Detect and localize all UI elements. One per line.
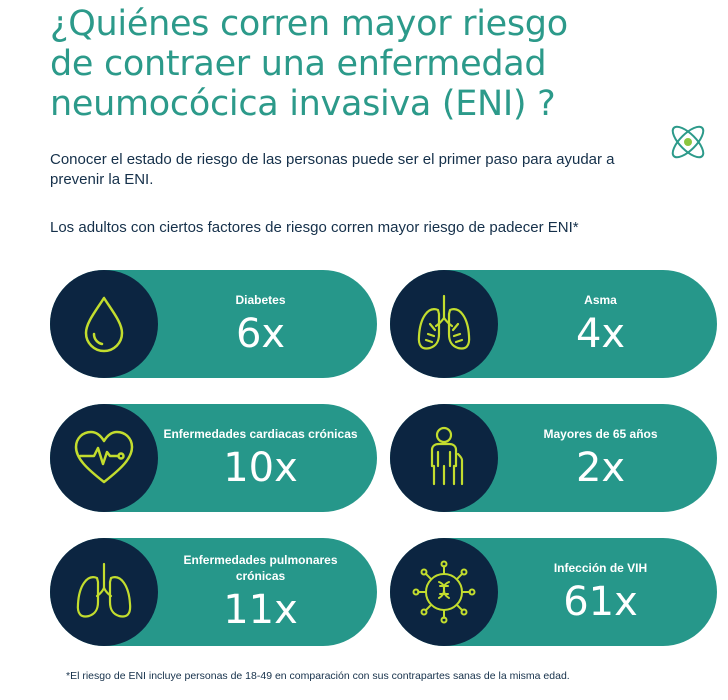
risk-multiplier: 10x xyxy=(223,445,298,491)
risk-card-pulmonary: Enfermedades pulmonares crónicas 11x xyxy=(50,538,377,646)
elderly-person-icon xyxy=(430,426,464,486)
risk-card-diabetes: Diabetes 6x xyxy=(50,270,377,378)
icon-circle xyxy=(50,270,158,378)
risk-card-vih: Infección de VIH 61x xyxy=(390,538,717,646)
icon-circle xyxy=(390,538,498,646)
lungs-icon xyxy=(417,294,471,350)
risk-factor-label: Enfermedades cardiacas crónicas xyxy=(163,427,358,441)
intro-text: Conocer el estado de riesgo de las perso… xyxy=(50,151,615,188)
risk-factor-label: Infección de VIH xyxy=(553,561,648,575)
icon-circle xyxy=(390,404,498,512)
subheading: Los adultos con ciertos factores de ries… xyxy=(50,219,579,236)
icon-circle xyxy=(390,270,498,378)
risk-multiplier: 6x xyxy=(235,311,286,357)
heart-pulse-icon xyxy=(74,430,134,484)
lungs-outline-icon xyxy=(76,562,132,618)
risk-multiplier: 61x xyxy=(563,579,638,625)
footnote: *El riesgo de ENI incluye personas de 18… xyxy=(66,670,570,682)
risk-multiplier: 4x xyxy=(575,311,626,357)
risk-factor-label: Enfermedades pulmonares crónicas xyxy=(183,553,338,583)
risk-multiplier: 2x xyxy=(575,445,626,491)
risk-multiplier: 11x xyxy=(223,587,298,633)
virus-icon xyxy=(412,560,476,624)
icon-circle xyxy=(50,404,158,512)
risk-factor-label: Mayores de 65 años xyxy=(543,427,658,441)
risk-card-mayores-65: Mayores de 65 años 2x xyxy=(390,404,717,512)
page-title: ¿Quiénes corren mayor riesgo de contraer… xyxy=(50,4,568,124)
risk-factor-label: Asma xyxy=(584,293,617,307)
icon-circle xyxy=(50,538,158,646)
brand-logo-icon xyxy=(671,125,705,159)
risk-factor-label: Diabetes xyxy=(235,293,286,307)
water-drop-icon xyxy=(84,296,124,353)
risk-card-asma: Asma 4x xyxy=(390,270,717,378)
risk-card-cardiac: Enfermedades cardiacas crónicas 10x xyxy=(50,404,377,512)
